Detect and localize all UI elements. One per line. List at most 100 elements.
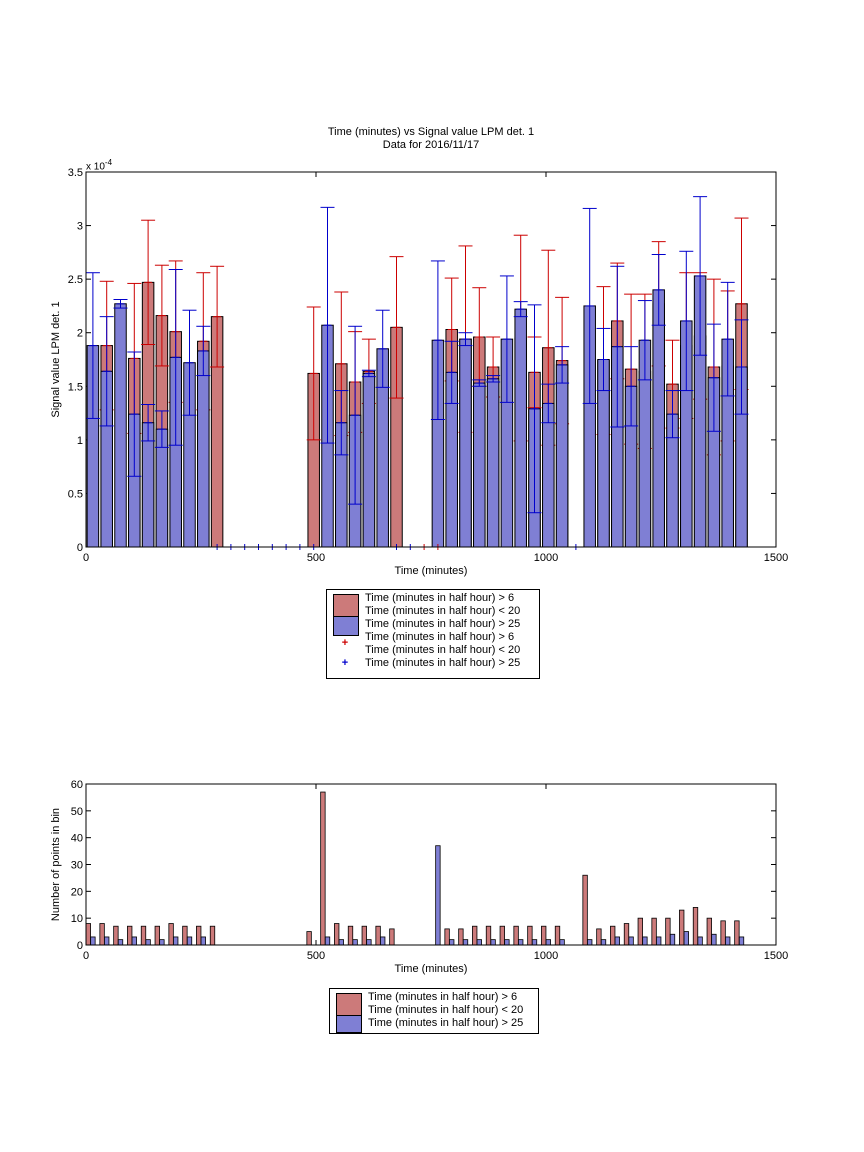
y-tick-label: 30: [71, 860, 83, 872]
count-bar-blue: [725, 936, 731, 946]
error-bar: [196, 325, 211, 377]
error-bar: [306, 306, 321, 441]
count-bar-blue: [504, 939, 510, 946]
bar-blue: [555, 364, 569, 548]
error-bar: [679, 250, 694, 392]
y-tick-label: 40: [71, 833, 83, 845]
y-tick-label: 2: [77, 328, 83, 340]
count-bar-blue: [642, 936, 648, 946]
top-plot-frame: [85, 171, 777, 548]
error-bar: [113, 299, 128, 309]
bottom-plot-frame: [85, 783, 777, 946]
count-bar-blue: [518, 939, 524, 946]
count-bar-blue: [117, 939, 124, 946]
count-bar-blue: [669, 933, 676, 946]
error-bar: [85, 272, 100, 419]
count-bar-red: [140, 925, 147, 946]
count-bar-red: [596, 928, 602, 946]
error-bar: [610, 265, 625, 428]
y-exponent-power: -4: [104, 158, 113, 167]
error-bar: [141, 219, 156, 345]
x-tick-label: 1500: [764, 552, 788, 564]
count-bar-red: [485, 925, 492, 946]
count-bar-red: [499, 925, 505, 946]
error-bar: [486, 375, 501, 383]
error-bar: [720, 281, 735, 397]
count-bar-blue: [711, 933, 717, 946]
count-bar-blue: [366, 939, 372, 946]
count-bar-blue: [352, 939, 358, 946]
error-bar: [334, 390, 349, 456]
legend-label: Time (minutes in half hour) < 20: [365, 605, 521, 617]
count-bar-red: [375, 925, 381, 946]
legend-label: Time (minutes in half hour) > 6: [368, 991, 518, 1003]
count-bar-red: [692, 907, 699, 946]
count-bar-blue: [476, 939, 482, 946]
error-bar: [541, 383, 556, 424]
legend-entry-err-6-20: + Time (minutes in half hour) > 6 Time (…: [327, 631, 539, 657]
legend-label: Time (minutes in half hour) > 6: [365, 631, 515, 643]
y-tick-label: 50: [71, 806, 83, 818]
count-bar-red: [734, 920, 740, 946]
y-tick-label: 0.5: [68, 488, 83, 500]
count-bar-red: [361, 925, 367, 946]
error-bar: [734, 319, 749, 415]
x-tick-label: 0: [83, 950, 89, 962]
count-bar-red: [444, 928, 450, 946]
count-bar-red: [334, 923, 340, 946]
legend-entry-err-25: + Time (minutes in half hour) > 25: [327, 657, 539, 670]
legend-label: Time (minutes in half hour) > 25: [365, 657, 521, 669]
count-bar-blue: [628, 936, 634, 946]
count-bar-red: [706, 917, 712, 946]
chart-subtitle: Data for 2016/11/17: [382, 139, 480, 151]
legend-plus-marker-blue: +: [341, 657, 349, 669]
error-bar: [375, 309, 390, 388]
count-bar-blue: [186, 936, 193, 946]
count-bar-red: [541, 925, 547, 946]
error-bar: [210, 265, 225, 368]
bar-blue: [542, 402, 555, 548]
count-bar-red: [182, 925, 188, 946]
x-tick-label: 1000: [534, 950, 558, 962]
count-bar-blue: [200, 936, 206, 946]
y-tick-label: 20: [71, 886, 83, 898]
count-bar-red: [554, 925, 561, 946]
x-tick-label: 1000: [534, 552, 558, 564]
error-bar: [430, 260, 445, 420]
error-bar: [168, 269, 183, 446]
bar-blue: [362, 372, 376, 548]
error-bar: [624, 346, 639, 427]
bar-blue: [652, 289, 665, 548]
error-bar: [389, 256, 404, 399]
error-bar: [127, 351, 142, 477]
error-bar: [361, 369, 376, 378]
legend-label: Time (minutes in half hour) < 20: [365, 644, 521, 656]
count-bar-red: [623, 923, 630, 946]
count-bar-blue: [90, 936, 96, 946]
count-bar-blue: [338, 939, 344, 946]
y-exponent-label: x 10-4: [86, 158, 112, 172]
y-tick-label: 3.5: [68, 167, 83, 179]
error-bar: [154, 264, 169, 367]
x-axis-label: Time (minutes): [395, 565, 468, 577]
error-bar: [348, 325, 363, 505]
error-bar: [555, 346, 570, 384]
count-bar-blue: [449, 939, 455, 946]
error-bar: [637, 300, 652, 381]
count-bar-blue: [173, 936, 179, 946]
count-bar-blue: [490, 939, 496, 946]
count-bar-red: [99, 923, 105, 946]
count-bar-blue: [600, 939, 607, 946]
legend-entry-bar-6-20: Time (minutes in half hour) > 6 Time (mi…: [330, 991, 538, 1017]
error-bar: [513, 301, 528, 318]
legend-swatch-blue: [333, 616, 359, 636]
count-bar-red: [513, 925, 519, 946]
legend-label: Time (minutes in half hour) < 20: [368, 1004, 524, 1016]
count-bar-blue: [159, 939, 165, 946]
bar-blue: [197, 350, 210, 548]
legend-entry-bar-25: Time (minutes in half hour) > 25: [330, 1015, 538, 1033]
y-tick-label: 3: [77, 221, 83, 233]
error-bar: [665, 390, 680, 439]
bar-blue: [459, 338, 472, 548]
